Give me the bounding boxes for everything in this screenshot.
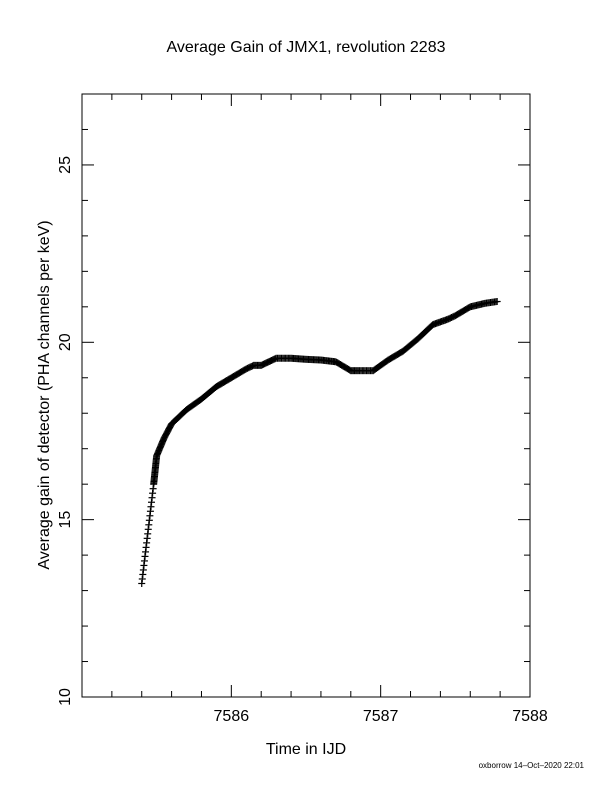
chart-title: Average Gain of JMX1, revolution 2283	[167, 39, 446, 56]
plot-frame	[81, 93, 531, 698]
x-tick-label: 7586	[214, 708, 250, 725]
footer-stamp: oxborrow 14–Oct–2020 22:01	[479, 761, 585, 770]
tick-marks	[82, 94, 530, 697]
x-tick-label: 7588	[512, 708, 548, 725]
data-point	[493, 298, 501, 306]
y-tick-label: 10	[57, 688, 74, 706]
y-axis-label: Average gain of detector (PHA channels p…	[36, 220, 53, 569]
x-tick-label: 7587	[363, 708, 399, 725]
tick-labels: 7586 7587 7588 10 15 20 25	[57, 156, 548, 725]
y-tick-label: 15	[57, 511, 74, 529]
x-axis-label: Time in IJD	[266, 741, 346, 758]
y-tick-label: 20	[57, 333, 74, 351]
y-tick-label: 25	[57, 156, 74, 174]
data-points	[138, 298, 501, 587]
